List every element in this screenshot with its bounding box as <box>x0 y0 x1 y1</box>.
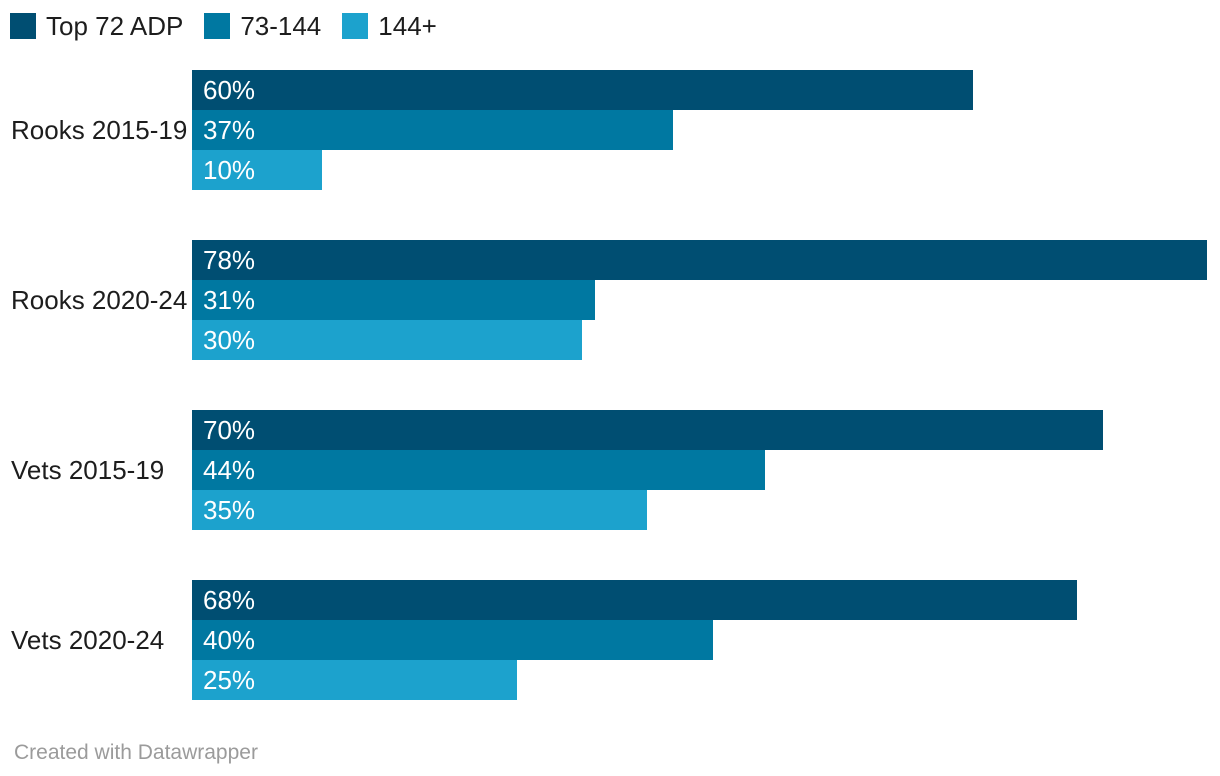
bar-value-label: 60% <box>203 74 256 105</box>
bar: 37% <box>192 110 674 150</box>
bar: 25% <box>192 660 518 700</box>
chart-legend: Top 72 ADP 73-144 144+ <box>10 13 458 39</box>
bar-value-label: 30% <box>203 324 256 355</box>
legend-item-144-plus: 144+ <box>342 13 437 39</box>
legend-label: Top 72 ADP <box>46 11 184 41</box>
bar: 40% <box>192 620 713 660</box>
bar: 35% <box>192 490 648 530</box>
bar-value-label: 78% <box>203 244 256 275</box>
bar: 68% <box>192 580 1077 620</box>
bar-value-label: 40% <box>203 624 256 655</box>
bar-value-label: 44% <box>203 454 256 485</box>
bar-value-label: 70% <box>203 414 256 445</box>
grouped-bar-chart: Rooks 2015-19 60% 37% 10% Rooks 2020-24 78% 31… <box>0 70 1220 700</box>
bar-value-label: 37% <box>203 114 256 145</box>
bar: 44% <box>192 450 765 490</box>
legend-item-73-144: 73-144 <box>204 13 321 39</box>
bar-group: Vets 2020-24 68% 40% 25% <box>0 580 1220 700</box>
bar: 70% <box>192 410 1103 450</box>
bar-stack: 68% 40% 25% <box>192 580 1220 700</box>
bar-value-label: 10% <box>203 154 256 185</box>
bar-group: Rooks 2015-19 60% 37% 10% <box>0 70 1220 190</box>
category-label: Rooks 2015-19 <box>11 114 188 145</box>
bar-group: Rooks 2020-24 78% 31% 30% <box>0 240 1220 360</box>
bar: 31% <box>192 280 596 320</box>
category-label: Rooks 2020-24 <box>11 284 188 315</box>
bar-value-label: 25% <box>203 664 256 695</box>
legend-swatch-light-blue-icon <box>342 13 369 39</box>
bar-value-label: 68% <box>203 584 256 615</box>
bar-group: Vets 2015-19 70% 44% 35% <box>0 410 1220 530</box>
category-label: Vets 2015-19 <box>11 454 165 485</box>
legend-item-top-72-adp: Top 72 ADP <box>10 13 183 39</box>
legend-swatch-medium-blue-icon <box>204 13 231 39</box>
legend-label: 73-144 <box>240 11 322 41</box>
bar-stack: 60% 37% 10% <box>192 70 1220 190</box>
chart-footer: Created with Datawrapper <box>14 741 258 765</box>
legend-swatch-dark-blue-icon <box>10 13 36 39</box>
bar: 10% <box>192 150 323 190</box>
bar-stack: 70% 44% 35% <box>192 410 1220 530</box>
bar-value-label: 35% <box>203 494 256 525</box>
bar: 30% <box>192 320 583 360</box>
category-label: Vets 2020-24 <box>11 624 165 655</box>
bar-stack: 78% 31% 30% <box>192 240 1220 360</box>
datawrapper-credit: Created with Datawrapper <box>14 741 258 764</box>
bar: 78% <box>192 240 1207 280</box>
bar-value-label: 31% <box>203 284 256 315</box>
bar: 60% <box>192 70 973 110</box>
legend-label: 144+ <box>378 11 437 41</box>
